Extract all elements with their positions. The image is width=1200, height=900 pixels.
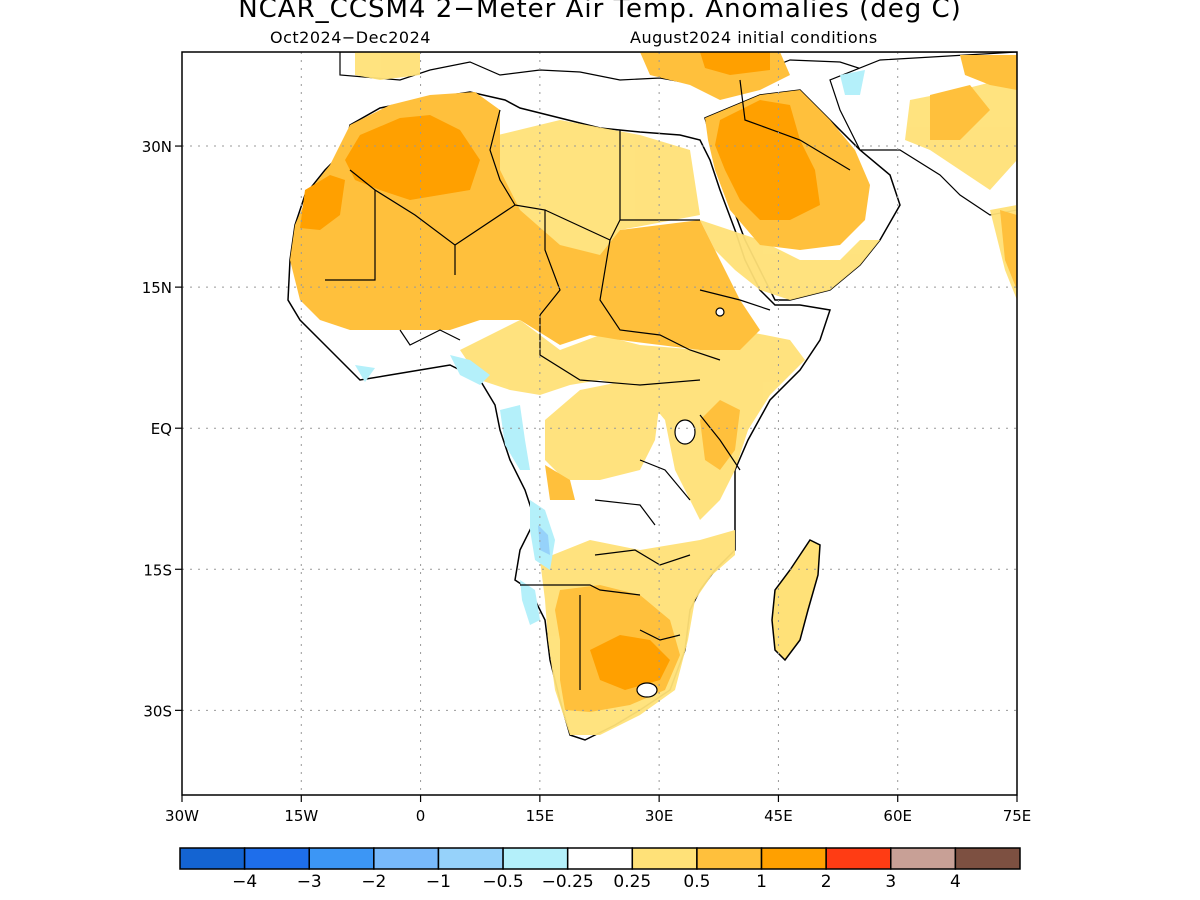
y-tick-label: 30N [142, 138, 172, 156]
initial-conditions: August2024 initial conditions [630, 28, 878, 47]
x-tick-label: 45E [764, 807, 793, 825]
x-tick-label: 15W [284, 807, 318, 825]
colorbar-swatch [566, 847, 634, 870]
x-tick-label: 15E [526, 807, 555, 825]
colorbar-label: −2 [361, 872, 386, 892]
colorbar: −4 −3 −2 −1 −0.5 −0.25 0.25 0.5 1 2 3 4 [179, 847, 1021, 892]
gridlines [182, 52, 1017, 795]
anomaly-1-2 [300, 52, 820, 690]
colorbar-swatch [890, 847, 957, 870]
colorbar-label: −1 [426, 872, 451, 892]
madagascar-landmass [771, 539, 821, 662]
colorbar-label: −3 [297, 872, 322, 892]
colorbar-swatch [825, 847, 892, 870]
colorbar-label: 4 [950, 872, 961, 892]
map-content [182, 52, 1017, 795]
colorbar-label: 2 [821, 872, 832, 892]
colorbar-swatch [437, 847, 504, 870]
colorbar-swatch [179, 847, 246, 870]
colorbar-swatch [373, 847, 440, 870]
y-tick-label: 30S [143, 702, 172, 720]
colorbar-swatch [631, 847, 698, 870]
colorbar-label: 1 [756, 872, 767, 892]
colorbar-swatch [308, 847, 375, 870]
colorbar-label: 0.5 [683, 872, 710, 892]
y-tick-label: EQ [151, 420, 172, 438]
colorbar-swatch [243, 847, 310, 870]
colorbar-swatch [502, 847, 569, 870]
latitude-axis: 30N 15N EQ 15S 30S [142, 138, 182, 720]
x-tick-label: 60E [883, 807, 912, 825]
longitude-axis: 30W 15W 0 15E 30E 45E 60E 75E [165, 795, 1031, 825]
x-tick-label: 30E [645, 807, 674, 825]
lakes [636, 307, 725, 698]
forecast-period: Oct2024−Dec2024 [270, 28, 431, 47]
x-tick-label: 0 [416, 807, 426, 825]
map-frame [181, 51, 1018, 796]
map-title: NCAR_CCSM4 2−Meter Air Temp. Anomalies (… [238, 0, 962, 24]
anomaly-negative-darker [538, 525, 550, 555]
colorbar-swatch [696, 847, 763, 870]
colorbar-label: 3 [885, 872, 896, 892]
colorbar-label: 0.25 [613, 872, 651, 892]
x-tick-label: 30W [165, 807, 199, 825]
colorbar-label: −0.25 [542, 872, 594, 892]
x-tick-label: 75E [1003, 807, 1032, 825]
colorbar-label: −4 [232, 872, 257, 892]
y-tick-label: 15S [143, 561, 172, 579]
colorbar-label: −0.5 [482, 872, 523, 892]
y-tick-label: 15N [142, 279, 172, 297]
colorbar-swatch [760, 847, 827, 870]
colorbar-swatch [954, 847, 1021, 870]
